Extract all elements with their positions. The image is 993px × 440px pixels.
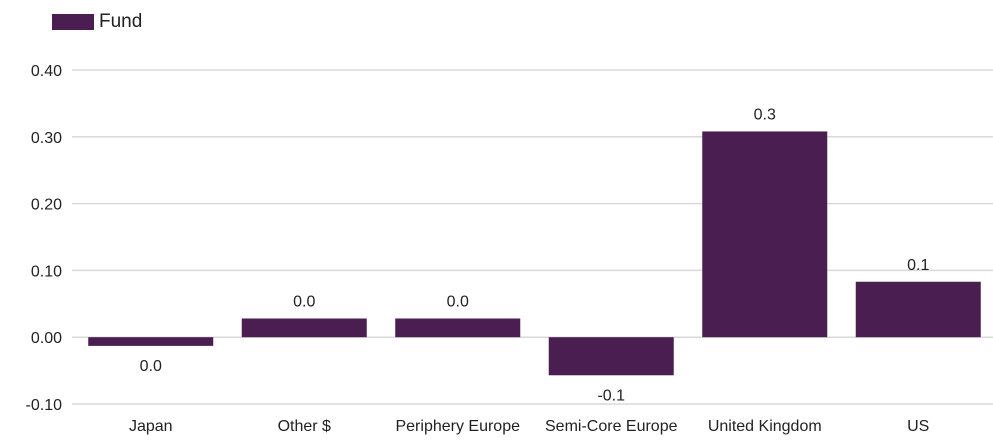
y-tick-label: 0.20 [31,197,62,214]
legend-swatch-fund [52,14,94,30]
bar [88,337,214,346]
x-tick-label: US [907,418,929,435]
legend-label-fund: Fund [99,11,143,32]
x-tick-label: Semi-Core Europe [545,418,678,435]
x-tick-label: United Kingdom [708,418,822,435]
legend: Fund [52,10,142,34]
data-label: 0.3 [754,106,776,123]
data-label: 0.0 [293,293,315,310]
y-tick-label: -0.10 [26,397,63,414]
y-tick-label: 0.00 [31,330,62,347]
data-label: 0.0 [140,358,162,375]
bar [548,337,674,376]
bar [395,318,521,338]
x-tick-label: Other $ [278,418,331,435]
data-label: 0.1 [907,257,929,274]
y-tick-label: 0.40 [31,63,62,80]
data-label: -0.1 [597,387,625,404]
y-tick-label: 0.30 [31,130,62,147]
bar [702,131,828,338]
bar [241,318,367,338]
data-label: 0.0 [447,293,469,310]
x-tick-label: Periphery Europe [395,418,520,435]
bar [855,281,981,338]
x-tick-label: Japan [129,418,173,435]
y-tick-label: 0.10 [31,263,62,280]
